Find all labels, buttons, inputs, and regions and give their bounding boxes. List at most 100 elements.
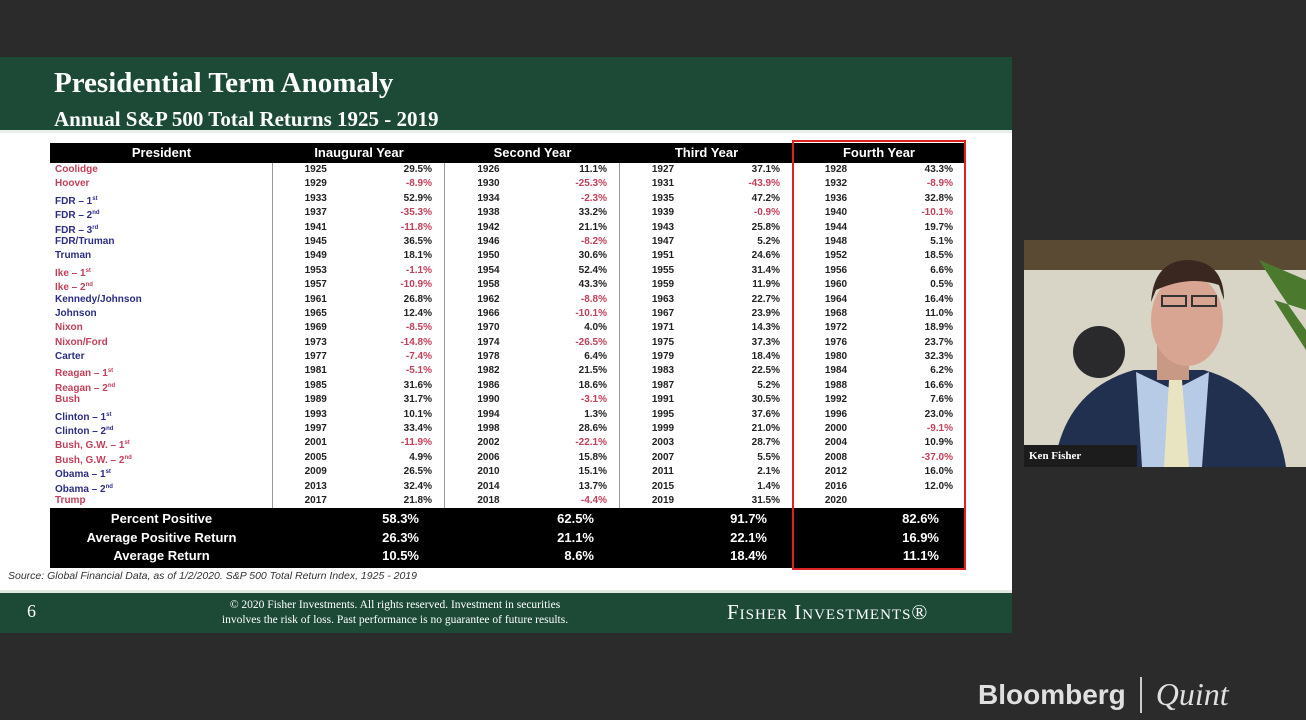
summary-value: 22.1% <box>730 529 767 545</box>
year: 1983 <box>651 365 675 377</box>
president-name: FDR – 3rd <box>50 220 273 236</box>
return-value: 31.5% <box>751 494 780 506</box>
year: 1997 <box>304 423 327 435</box>
year: 1949 <box>304 250 327 262</box>
year-return-cell: 1981 -5.1% <box>273 364 445 379</box>
year-return-cell: 2003 28.7% <box>620 436 793 451</box>
table-row: Clinton – 2nd 1997 33.4% 1998 28.6% 1999 21.0%… <box>50 422 965 437</box>
ordinal-suffix: st <box>124 440 130 447</box>
return-value: 18.6% <box>578 379 607 391</box>
year-return-cell: 1926 11.1% <box>445 163 620 178</box>
header-second-year: Second Year <box>493 145 572 160</box>
year-return-cell: 1930 -25.3% <box>445 177 620 192</box>
year: 1952 <box>824 250 848 262</box>
summary-block: Percent Positive 58.3% 62.5% 91.7% 82.6% Aver… <box>50 508 965 568</box>
year-return-cell: 1994 1.3% <box>445 407 620 423</box>
year: 1993 <box>304 408 327 420</box>
year: 1948 <box>824 235 848 247</box>
president-name-text: Obama – 2 <box>55 483 106 495</box>
slide-footer: 6 © 2020 Fisher Investments. All rights … <box>0 590 1012 633</box>
summary-label: Average Return <box>113 548 210 564</box>
year: 2008 <box>824 451 848 463</box>
year-return-cell: 1962 -8.8% <box>445 292 620 307</box>
president-name-text: Bush, G.W. – 1 <box>55 440 125 452</box>
return-value: 32.3% <box>924 351 953 363</box>
year-return-cell: 1965 12.4% <box>273 306 445 322</box>
summary-value: 26.3% <box>382 529 419 545</box>
president-name: Clinton – 2nd <box>50 422 273 437</box>
return-value: -7.4% <box>405 351 432 363</box>
year-return-cell: 1970 4.0% <box>445 321 620 336</box>
source-note: Source: Global Financial Data, as of 1/2… <box>8 570 417 582</box>
president-name: Reagan – 2nd <box>50 378 273 394</box>
president-name: Bush, G.W. – 2nd <box>50 450 273 466</box>
year-return-cell: 2002 -22.1% <box>445 436 620 451</box>
president-name-text: Carter <box>55 351 85 363</box>
year-return-cell: 1996 23.0% <box>793 408 965 422</box>
president-name-text: Reagan – 1 <box>55 368 108 380</box>
summary-value: 91.7% <box>730 511 767 527</box>
year: 1982 <box>477 365 500 377</box>
year-return-cell: 1984 6.2% <box>793 364 965 378</box>
year-return-cell: 1980 32.3% <box>793 350 965 364</box>
president-name: Hoover <box>50 177 273 192</box>
year: 2020 <box>824 494 848 506</box>
summary-value: 21.1% <box>557 529 594 545</box>
ordinal-suffix: st <box>105 469 111 476</box>
table-row: Truman 1949 18.1% 1950 30.6% 1951 24.6% 1952 18.… <box>50 249 965 264</box>
year: 1959 <box>651 279 675 291</box>
return-value: 33.4% <box>403 423 432 435</box>
return-value: -8.8% <box>580 293 607 305</box>
year: 1941 <box>304 221 327 233</box>
year-return-cell: 1983 22.5% <box>620 364 793 379</box>
watermark-quint: Quint <box>1155 676 1229 712</box>
year: 2002 <box>477 437 500 449</box>
returns-table: President Inaugural Year Second Year Thi… <box>50 140 966 570</box>
disclaimer-line-1: © 2020 Fisher Investments. All rights re… <box>229 599 561 611</box>
return-value: 6.2% <box>930 365 953 377</box>
table-header-row: President Inaugural Year Second Year Thi… <box>50 143 965 163</box>
year-return-cell: 2008 -37.0% <box>793 451 965 465</box>
return-value: 52.9% <box>403 192 432 204</box>
president-name: Carter <box>50 350 273 365</box>
president-name-text: Bush <box>55 394 80 406</box>
ordinal-suffix: st <box>107 368 114 375</box>
return-value: 23.0% <box>924 408 953 420</box>
ordinal-suffix: st <box>92 195 98 202</box>
return-value: 30.6% <box>578 250 607 262</box>
year-return-cell: 1931 -43.9% <box>620 177 793 192</box>
year: 1995 <box>651 408 675 420</box>
return-value: -3.1% <box>580 394 607 406</box>
return-value: -4.4% <box>580 494 607 506</box>
return-value: 4.0% <box>584 322 607 334</box>
year-return-cell: 2020 <box>793 494 965 508</box>
year-return-cell: 1958 43.3% <box>445 278 620 293</box>
year: 1978 <box>477 351 500 363</box>
return-value: -35.3% <box>400 207 432 219</box>
return-value: 7.6% <box>930 394 953 406</box>
return-value: -0.9% <box>753 207 780 219</box>
year: 1936 <box>824 192 848 204</box>
year: 2001 <box>304 437 327 449</box>
ordinal-suffix: nd <box>92 210 100 217</box>
year-return-cell: 1946 -8.2% <box>445 234 620 250</box>
year-return-cell: 1951 24.6% <box>620 249 793 264</box>
return-value: 52.4% <box>578 264 607 276</box>
return-value: -8.9% <box>405 178 432 190</box>
table-row: Reagan – 1st 1981 -5.1% 1982 21.5% 1983 22.5% 1… <box>50 364 965 380</box>
year: 2007 <box>651 451 675 463</box>
year-return-cell: 2012 16.0% <box>793 465 965 479</box>
return-value: 11.0% <box>925 307 953 319</box>
year-return-cell: 1956 6.6% <box>793 264 965 278</box>
return-value: 5.1% <box>930 235 953 247</box>
year: 1989 <box>304 394 327 406</box>
return-value: 6.6% <box>930 264 953 276</box>
year-return-cell: 1952 18.5% <box>793 249 965 263</box>
year: 1973 <box>304 336 327 348</box>
president-name-text: Hoover <box>55 178 90 190</box>
year: 1998 <box>477 423 500 435</box>
watermark-divider <box>1139 676 1142 713</box>
year: 1965 <box>304 307 327 319</box>
year-return-cell: 1937 -35.3% <box>273 206 445 221</box>
year: 1942 <box>477 221 500 233</box>
